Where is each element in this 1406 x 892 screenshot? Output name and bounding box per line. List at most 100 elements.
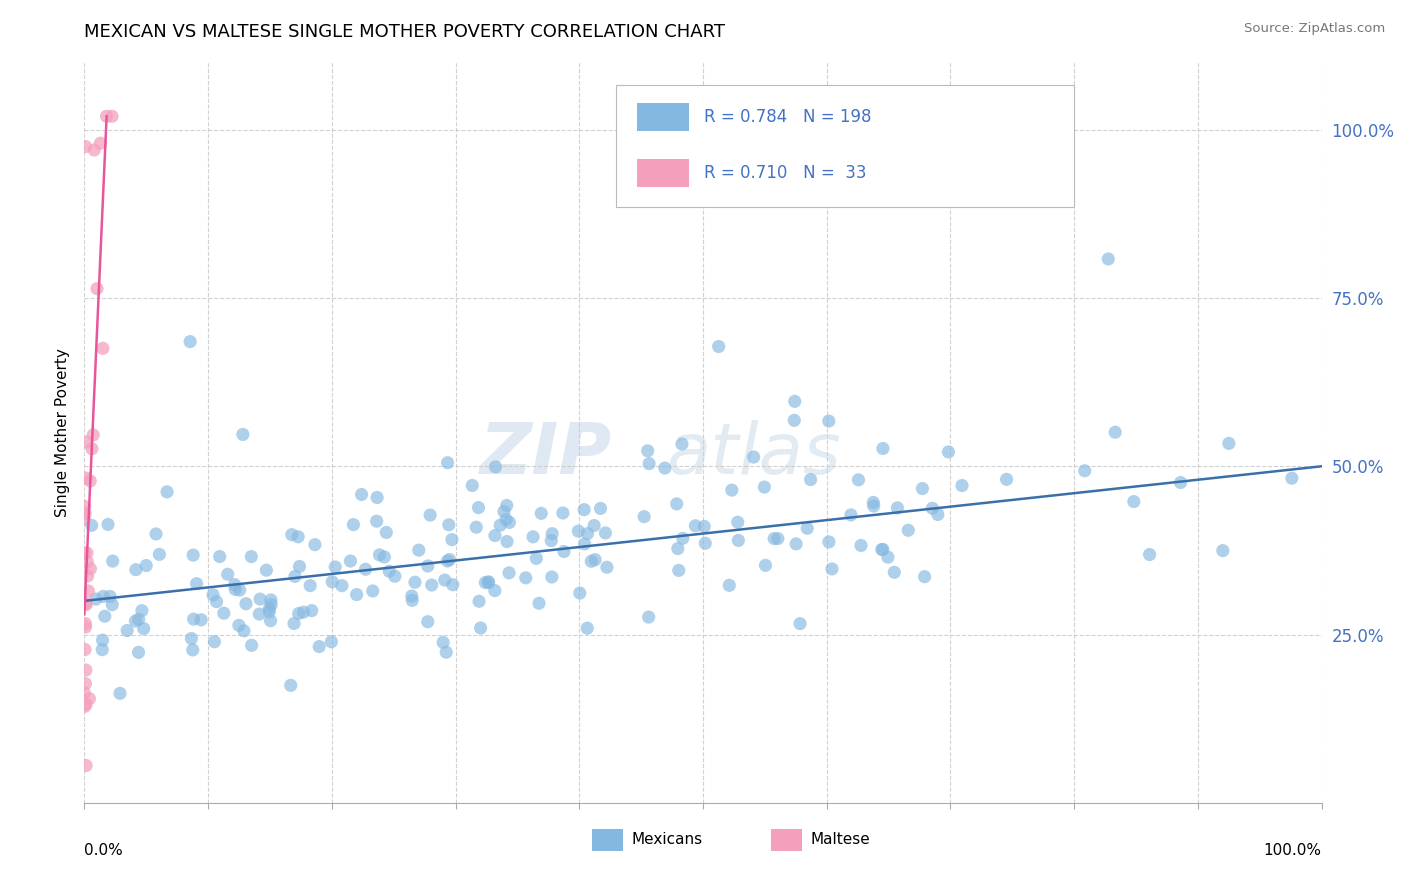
Point: [156, 484, 179, 499]
Point: [373, 549, 395, 564]
Point: [540, 533, 562, 548]
Point: [1212, 543, 1234, 558]
Point: [342, 517, 364, 532]
Point: [872, 442, 894, 456]
Point: [384, 569, 406, 583]
Point: [80, 518, 103, 533]
Point: [433, 573, 456, 587]
Point: [927, 508, 949, 522]
Point: [527, 596, 550, 610]
Point: [366, 514, 388, 528]
Point: [240, 549, 263, 564]
Point: [76, 434, 98, 449]
Point: [474, 575, 496, 590]
Point: [1139, 548, 1161, 562]
Point: [75, 139, 97, 153]
Point: [515, 571, 537, 585]
Point: [1218, 436, 1240, 450]
Point: [1281, 471, 1303, 485]
Point: [94, 609, 117, 624]
Point: [467, 500, 489, 515]
Point: [886, 500, 908, 515]
Point: [754, 480, 776, 494]
Point: [249, 592, 271, 607]
Point: [495, 512, 517, 526]
Point: [1073, 464, 1095, 478]
Point: [1097, 252, 1119, 266]
Point: [124, 614, 146, 628]
Point: [581, 554, 603, 568]
Point: [79, 562, 101, 576]
Point: [108, 686, 131, 700]
Text: 0.0%: 0.0%: [84, 844, 124, 858]
Point: [96, 109, 118, 123]
Point: [950, 478, 973, 492]
Point: [148, 548, 170, 562]
Point: [73, 500, 96, 514]
Text: atlas: atlas: [666, 420, 841, 490]
Point: [574, 537, 596, 551]
Y-axis label: Single Mother Poverty: Single Mother Poverty: [55, 348, 70, 517]
Point: [75, 598, 97, 612]
Point: [224, 582, 246, 597]
Point: [576, 526, 599, 541]
Point: [208, 549, 231, 564]
Point: [718, 578, 741, 592]
Point: [75, 663, 97, 677]
Point: [468, 594, 491, 608]
Point: [77, 584, 100, 599]
Point: [401, 593, 423, 607]
Point: [346, 588, 368, 602]
Point: [260, 598, 283, 612]
Point: [75, 616, 97, 631]
Point: [437, 517, 460, 532]
FancyBboxPatch shape: [770, 829, 801, 851]
Point: [91, 590, 114, 604]
Point: [73, 642, 96, 657]
Text: R = 0.710   N =  33: R = 0.710 N = 33: [704, 164, 866, 182]
Point: [86, 282, 108, 296]
Point: [436, 554, 458, 568]
Point: [1104, 425, 1126, 440]
Point: [281, 527, 304, 541]
Point: [201, 588, 224, 602]
Point: [633, 509, 655, 524]
Point: [259, 601, 281, 615]
Point: [862, 495, 884, 509]
Point: [877, 550, 900, 565]
Point: [540, 570, 562, 584]
Point: [98, 590, 121, 604]
Point: [817, 414, 839, 428]
Point: [375, 525, 398, 540]
Point: [484, 528, 506, 542]
Point: [76, 569, 98, 583]
Point: [567, 524, 589, 538]
Point: [132, 622, 155, 636]
Point: [439, 552, 461, 566]
Text: Source: ZipAtlas.com: Source: ZipAtlas.com: [1244, 22, 1385, 36]
Point: [870, 542, 893, 557]
Point: [541, 526, 564, 541]
Point: [240, 638, 263, 652]
Point: [330, 579, 353, 593]
Point: [76, 555, 98, 569]
Point: [862, 499, 884, 513]
Point: [259, 605, 281, 619]
Point: [128, 612, 150, 626]
Point: [766, 532, 789, 546]
Point: [259, 614, 281, 628]
Point: [654, 461, 676, 475]
Point: [589, 501, 612, 516]
Point: [818, 535, 841, 549]
Point: [583, 518, 606, 533]
Point: [484, 583, 506, 598]
Point: [583, 552, 606, 566]
Point: [183, 612, 205, 626]
Point: [470, 621, 492, 635]
Point: [308, 640, 330, 654]
Point: [224, 577, 246, 591]
Point: [115, 624, 138, 638]
Point: [350, 487, 373, 501]
Point: [235, 597, 257, 611]
Point: [75, 597, 97, 611]
